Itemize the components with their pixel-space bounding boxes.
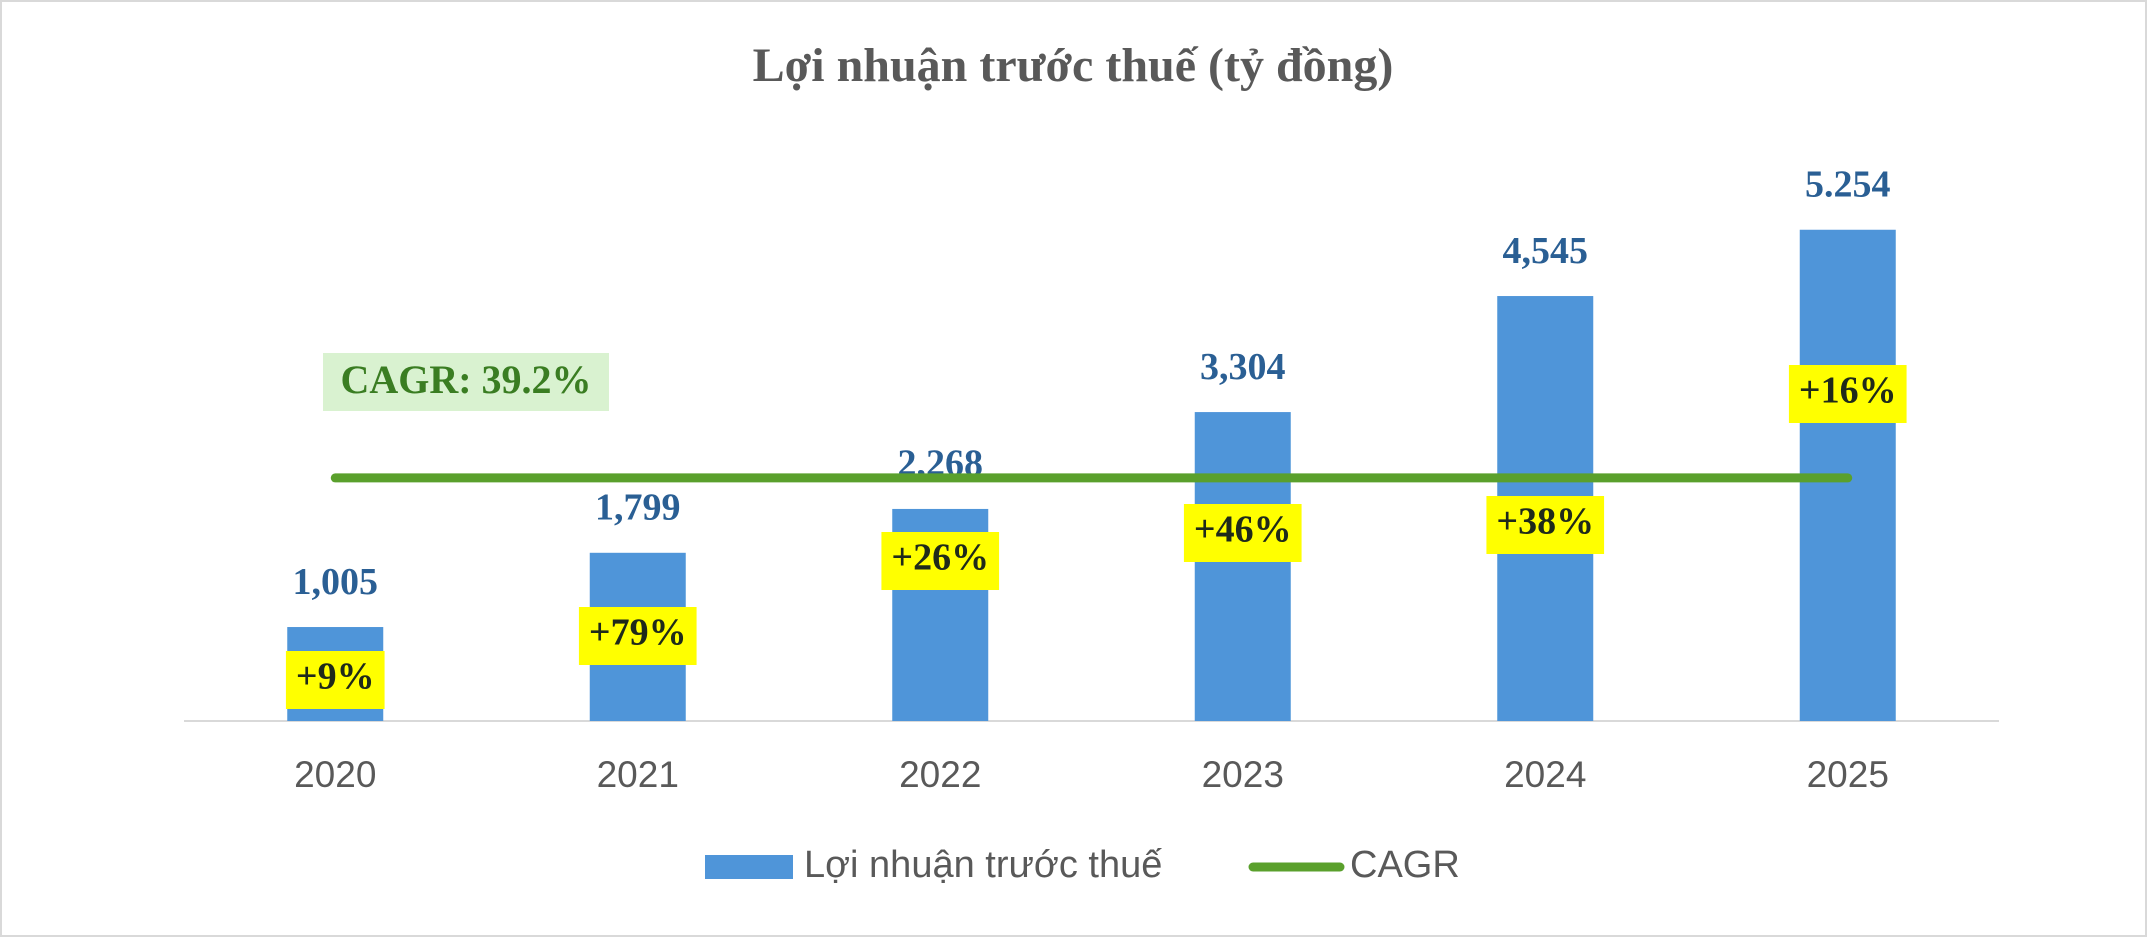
cagr-box xyxy=(323,353,609,411)
growth-label: +38% xyxy=(1496,501,1594,543)
value-label: 1,799 xyxy=(595,487,681,529)
growth-box xyxy=(881,532,1000,590)
legend-label: CAGR xyxy=(1350,844,1460,886)
legend-label: Lợi nhuận trước thuế xyxy=(804,844,1162,886)
chart-title: Lợi nhuận trước thuế (tỷ đồng) xyxy=(753,39,1394,92)
growth-box xyxy=(1183,504,1302,562)
x-tick-label: 2022 xyxy=(899,754,981,795)
value-label: 3,304 xyxy=(1200,346,1286,388)
value-label: 1,005 xyxy=(293,561,379,603)
growth-label: +79% xyxy=(589,612,687,654)
value-label: 4,545 xyxy=(1503,230,1589,272)
growth-label: +16% xyxy=(1799,370,1897,412)
legend-swatch xyxy=(705,855,793,879)
value-label: 5.254 xyxy=(1805,163,1891,205)
x-tick-label: 2021 xyxy=(597,754,679,795)
growth-box xyxy=(578,607,697,665)
growth-label: +9% xyxy=(296,656,375,698)
growth-box xyxy=(285,651,385,709)
growth-box xyxy=(1788,365,1907,423)
growth-box xyxy=(1486,496,1605,554)
growth-label: +46% xyxy=(1194,509,1292,551)
bar xyxy=(1194,412,1291,721)
x-tick-label: 2024 xyxy=(1504,754,1586,795)
x-tick-label: 2023 xyxy=(1202,754,1284,795)
growth-label: +26% xyxy=(891,537,989,579)
x-tick-label: 2020 xyxy=(294,754,376,795)
x-tick-label: 2025 xyxy=(1807,754,1889,795)
cagr-label: CAGR: 39.2% xyxy=(340,357,591,402)
